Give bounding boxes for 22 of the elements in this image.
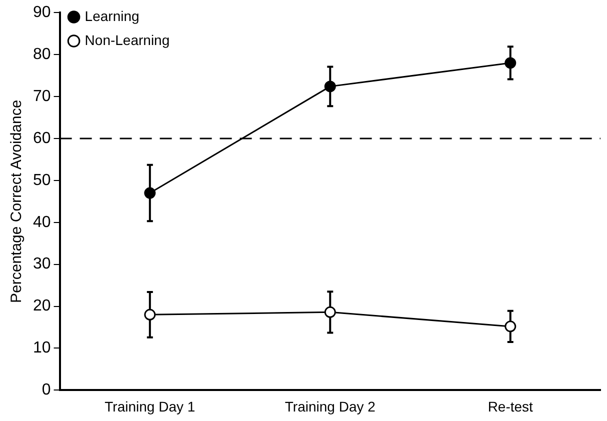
y-tick-label: 90 (33, 4, 51, 22)
y-tick-label: 10 (33, 340, 51, 357)
point (144, 308, 156, 320)
x-tick-label: Training Day 1 (104, 398, 196, 414)
y-tick-label: 40 (33, 214, 51, 231)
y-tick-label: 50 (33, 172, 51, 189)
y-tick-label: 80 (33, 46, 51, 63)
y-tick-label: 60 (33, 130, 51, 147)
x-tick-label: Re-test (488, 398, 534, 414)
point (504, 57, 516, 69)
point (504, 320, 516, 332)
point (324, 306, 336, 318)
legend-label: Non-Learning (84, 32, 170, 48)
y-tick-label: 30 (33, 256, 51, 273)
y-tick-label: 0 (42, 382, 51, 399)
y-axis-title: Percentage Correct Avoidance (8, 100, 26, 303)
point (144, 187, 156, 199)
legend-label: Learning (84, 8, 140, 24)
y-tick-label: 20 (33, 298, 51, 315)
y-tick-label: 70 (33, 88, 51, 105)
point (324, 80, 336, 92)
x-tick-label: Training Day 2 (284, 398, 376, 414)
